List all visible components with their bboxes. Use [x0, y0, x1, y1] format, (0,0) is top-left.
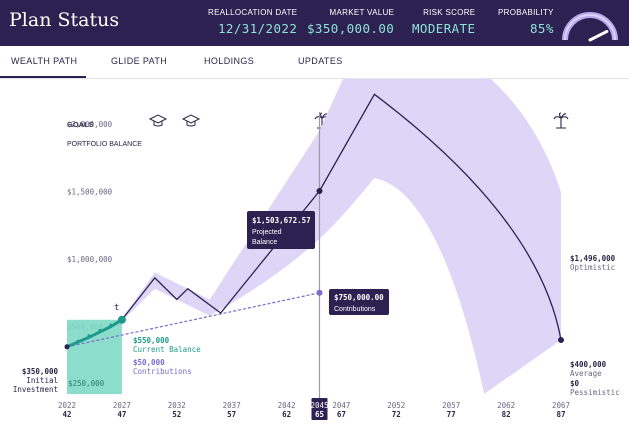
data-points	[64, 188, 564, 350]
probability-stat: PROBABILITY 85%	[498, 8, 554, 36]
contribution-point	[316, 289, 323, 296]
optimistic-value: $1,496,000	[570, 254, 616, 263]
x-tick-age: 77	[447, 410, 456, 419]
x-tick-year: 2037	[223, 401, 241, 410]
page-title: Plan Status	[9, 9, 120, 31]
risk-score-stat: RISK SCORE MODERATE	[412, 8, 475, 36]
x-tick-age: 42	[62, 410, 71, 419]
y-axis-ticks: $2,500,000$2,000,000$1,500,000$1,000,000…	[67, 120, 113, 332]
x-tick-age: 87	[556, 410, 565, 419]
x-tick-year: 2042	[278, 401, 296, 410]
confidence-band	[121, 79, 561, 394]
tooltip-label: Projected	[252, 229, 282, 236]
x-tick-year: 2045	[310, 401, 328, 410]
active-tab-indicator	[0, 76, 86, 78]
projected-balance-line	[121, 93, 562, 341]
stat-value: $350,000.00	[307, 21, 395, 36]
probability-gauge-icon	[562, 12, 618, 42]
projected-point	[316, 188, 323, 194]
initial-point	[64, 344, 70, 350]
reallocation-date-stat: REALLOCATION DATE 12/31/2022	[208, 8, 297, 36]
palm-tree-icon[interactable]	[553, 112, 569, 129]
stat-label: RISK SCORE	[423, 8, 476, 17]
x-tick-age: 47	[117, 410, 126, 419]
tab-holdings[interactable]: HOLDINGS	[204, 56, 255, 66]
contributions-tooltip[interactable]: $750,000.00 Contributions	[329, 289, 389, 315]
stat-label: MARKET VALUE	[329, 8, 395, 17]
pessimistic-value: $0	[570, 379, 580, 388]
x-tick-year: 2032	[168, 401, 186, 410]
graduation-cap-icon[interactable]	[181, 114, 201, 127]
stray-mark: t	[114, 303, 119, 313]
tab-updates[interactable]: UPDATES	[298, 56, 343, 66]
x-tick-year: 2027	[113, 401, 131, 410]
x-tick-year: 2047	[332, 401, 350, 410]
selected-year-marker[interactable]	[311, 398, 328, 420]
history-point	[98, 329, 102, 333]
tooltip-label: Balance	[252, 239, 277, 246]
pessimistic-label: Pessimistic	[570, 388, 620, 397]
x-tick-year: 2057	[442, 401, 460, 410]
y-tick-label: $1,000,000	[67, 255, 113, 264]
app-header: Plan Status REALLOCATION DATE 12/31/2022…	[0, 0, 629, 46]
x-tick-age: 57	[227, 410, 236, 419]
initial-investment-value: $350,000	[22, 367, 59, 376]
goals-label: GOALS	[67, 120, 94, 129]
history-point	[76, 339, 80, 343]
stat-value: 85%	[529, 21, 554, 36]
y-tick-label: $1,500,000	[67, 188, 113, 197]
x-tick-age: 82	[502, 410, 511, 419]
market-value-stat: MARKET VALUE $350,000.00	[307, 8, 394, 36]
optimistic-label: Optimistic	[570, 263, 615, 272]
current-balance-point	[117, 315, 126, 324]
x-tick-age: 65	[315, 410, 324, 419]
y-axis-title: PORTFOLIO BALANCE	[67, 141, 142, 148]
x-tick-age: 62	[282, 410, 291, 419]
average-value: $400,000	[570, 360, 607, 369]
history-point	[87, 334, 91, 338]
initial-investment-label: Investment	[13, 385, 58, 394]
current-balance-value: $550,000	[133, 336, 170, 345]
projected-balance-tooltip[interactable]: $1,503,672.57 Projected Balance	[247, 211, 315, 249]
tab-wealth-path[interactable]: WEALTH PATH	[11, 56, 78, 66]
initial-balance-area	[67, 319, 122, 395]
tooltip-value: $750,000.00	[334, 293, 384, 302]
stat-value: 12/31/2022	[218, 21, 298, 36]
x-tick-year: 2052	[387, 401, 405, 410]
current-balance-label: Current Balance	[133, 345, 201, 354]
stat-label: PROBABILITY	[498, 8, 554, 17]
average-label: Average	[570, 369, 602, 378]
initial-investment-label: Initial	[26, 376, 58, 385]
tab-glide-path[interactable]: GLIDE PATH	[111, 56, 168, 66]
y-tick-label: $2,000,000	[67, 120, 113, 129]
wealth-path-chart: GOALS PORTFOLIO BALANCE $2,500,000$2,000…	[13, 79, 620, 420]
end-average-point	[558, 337, 564, 343]
tooltip-label: Contributions	[334, 306, 376, 313]
contributions-line	[66, 292, 320, 348]
x-tick-year: 2067	[552, 401, 570, 410]
x-tick-age: 72	[392, 410, 401, 419]
stat-label: REALLOCATION DATE	[208, 8, 298, 17]
tab-bar: WEALTH PATH GLIDE PATH HOLDINGS UPDATES	[0, 46, 629, 79]
graduation-cap-icon[interactable]	[148, 114, 168, 127]
x-tick-year: 2022	[58, 401, 76, 410]
contributions-start-label: Contributions	[133, 367, 192, 376]
stat-value: MODERATE	[412, 21, 476, 36]
x-tick-age: 52	[172, 410, 181, 419]
x-tick-age: 67	[337, 410, 346, 419]
history-point	[109, 323, 113, 327]
contributions-start-value: $50,000	[133, 358, 165, 367]
x-tick-year: 2062	[497, 401, 515, 410]
base-box-label: $250,000	[68, 379, 105, 388]
tooltip-value: $1,503,672.57	[252, 216, 311, 225]
